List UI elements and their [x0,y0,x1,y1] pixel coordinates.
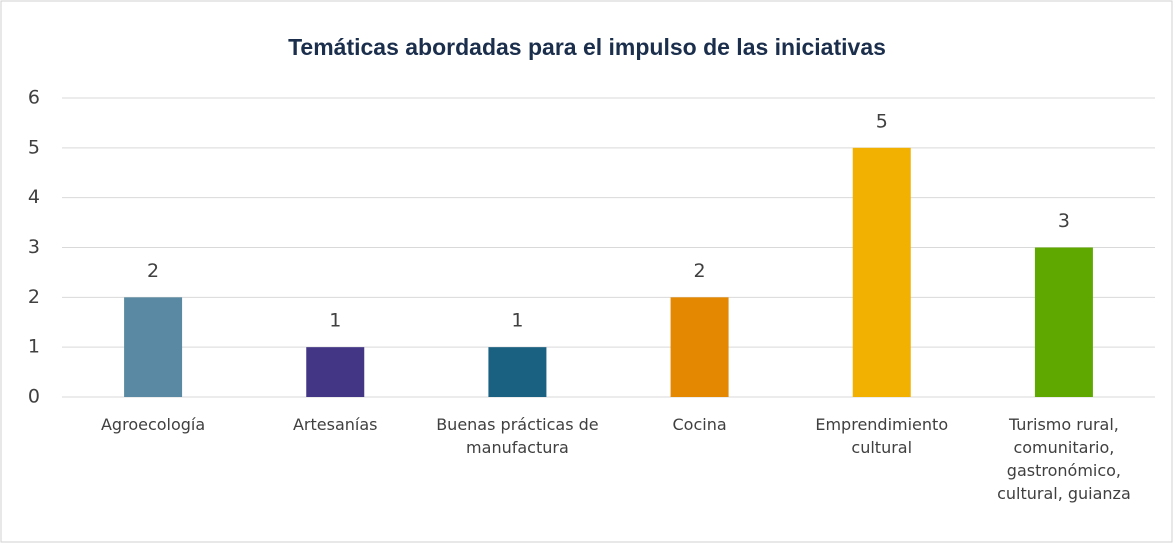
value-label: 5 [876,110,888,132]
x-tick-label: Turismo rural, comunitario, gastronómico… [997,415,1131,503]
y-tick-label: 5 [28,136,40,158]
x-tick-label: Artesanías [292,415,378,434]
value-label: 2 [147,260,159,282]
value-label: 3 [1058,210,1070,232]
x-tick-label-box: Cocina [672,415,727,434]
bar [124,297,183,397]
bar [306,347,365,397]
value-label: 1 [511,310,523,332]
y-tick-label: 4 [28,186,40,208]
y-tick-label: 0 [28,386,40,408]
x-tick-label-box: Turismo rural, comunitario, gastronómico… [997,415,1131,503]
y-tick-label: 3 [28,236,40,258]
value-label: 2 [694,260,706,282]
y-tick-label: 1 [28,336,40,358]
x-tick-label-box: Buenas prácticas de manufactura [436,415,599,457]
chart-title: Temáticas abordadas para el impulso de l… [288,34,886,60]
x-tick-label: Cocina [672,415,727,434]
bar [670,297,729,397]
x-tick-label: Buenas prácticas de manufactura [436,415,599,457]
bar [488,347,547,397]
bar [852,147,911,397]
x-tick-label: Emprendimiento cultural [815,415,949,457]
x-tick-label: Agroecología [100,415,206,434]
bar [1034,247,1093,397]
y-tick-label: 2 [28,286,40,308]
y-tick-label: 6 [28,87,40,109]
x-tick-label-box: Emprendimiento cultural [815,415,949,457]
x-tick-label-box: Agroecología [100,415,206,434]
x-tick-label-box: Artesanías [292,415,378,434]
value-label: 1 [329,310,341,332]
